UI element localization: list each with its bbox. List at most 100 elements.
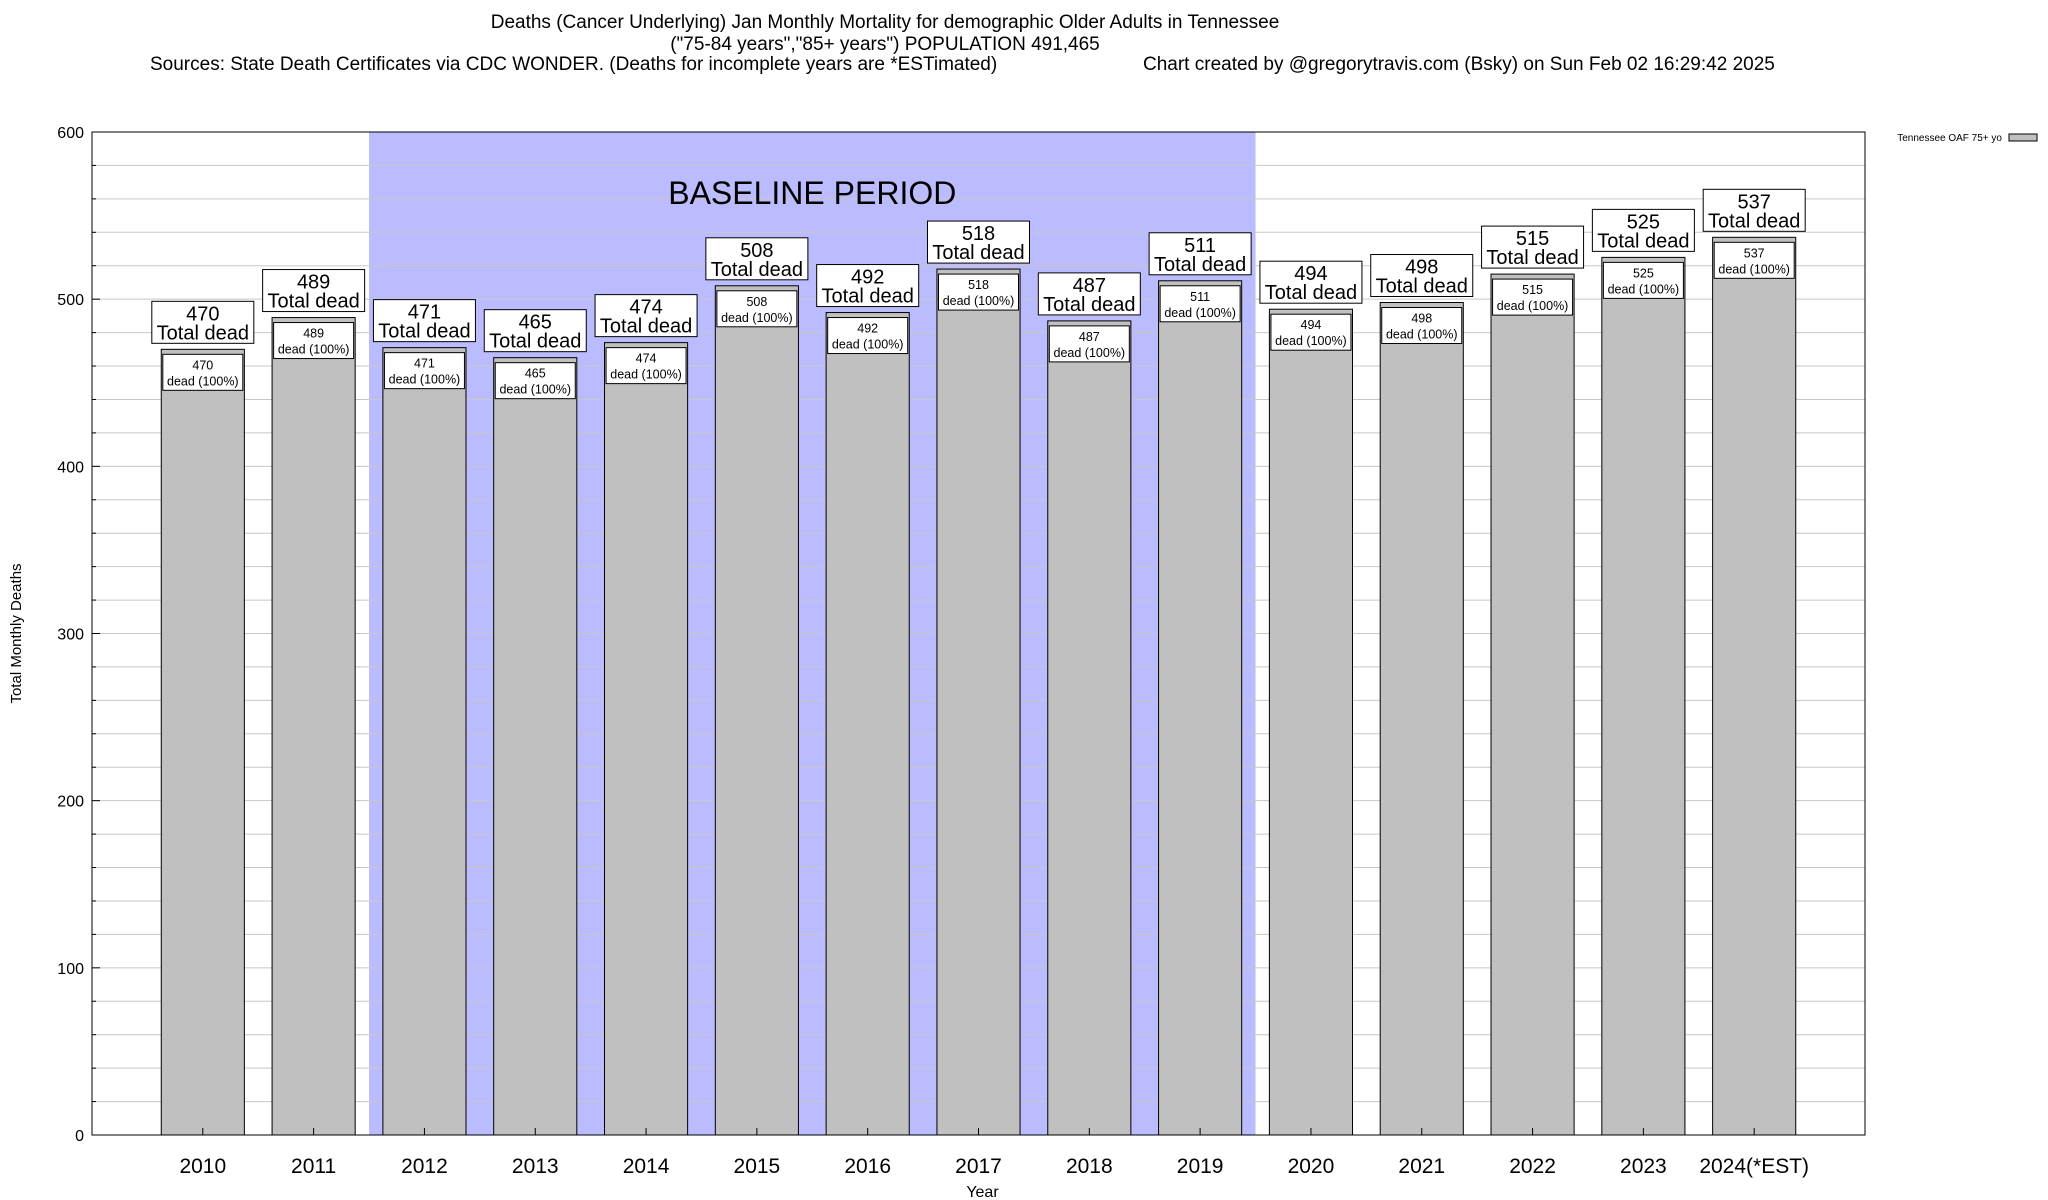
- bar-big-label-value: 474: [629, 297, 662, 319]
- bar-big-label-value: 471: [408, 302, 441, 324]
- bar-big-label-value: 537: [1738, 191, 1771, 213]
- bar-big-label-box: [927, 220, 1030, 264]
- bar-small-label-value: 487: [1079, 330, 1100, 344]
- bar-small-label-text: dead (100%): [610, 368, 682, 382]
- bar-big-label-text: Total dead: [1043, 294, 1135, 316]
- bar-small-label-text: dead (100%): [167, 374, 239, 388]
- x-tick-label: 2022: [1509, 1155, 1556, 1178]
- bar-small-label-text: dead (100%): [499, 383, 571, 397]
- bar: [1158, 280, 1243, 1136]
- bar-big-label-box: [1481, 225, 1585, 269]
- x-tick-label: 2024(*EST): [1699, 1155, 1809, 1178]
- bar-big-label-value: 489: [297, 272, 330, 294]
- bar-small-label-box: [1048, 325, 1130, 363]
- bar-small-label-text: dead (100%): [1497, 299, 1569, 313]
- bar-big-label-box: [1591, 208, 1695, 252]
- bar-small-label-value: 537: [1744, 246, 1765, 260]
- bar-small-label-value: 525: [1633, 266, 1654, 280]
- bar: [160, 348, 245, 1136]
- x-tick-label: 2019: [1177, 1155, 1224, 1178]
- legend-swatch: [2008, 133, 2038, 142]
- bar: [825, 312, 910, 1136]
- x-tick-label: 2017: [955, 1155, 1002, 1178]
- bar-small-label-box: [1713, 241, 1795, 279]
- bar-small-label-value: 518: [968, 278, 989, 292]
- x-tick-label: 2018: [1066, 1155, 1113, 1178]
- bar: [1047, 320, 1132, 1136]
- bar-big-label-value: 494: [1294, 263, 1327, 285]
- bar-big-label-box: [372, 299, 476, 343]
- chart-title-block: Deaths (Cancer Underlying) Jan Monthly M…: [0, 12, 1770, 56]
- bar-big-label-value: 465: [519, 312, 552, 334]
- bar-big-label-text: Total dead: [378, 321, 470, 343]
- bar-big-label-box: [816, 264, 920, 308]
- bar: [1601, 256, 1686, 1136]
- bar-big-label-box: [483, 309, 587, 353]
- bar-small-label-box: [605, 347, 687, 385]
- bar-big-label-box: [1037, 272, 1141, 316]
- bar-big-label-text: Total dead: [1708, 210, 1800, 232]
- bar-big-label-text: Total dead: [157, 322, 249, 344]
- bar-small-label-box: [1602, 261, 1684, 299]
- bar-small-label-value: 508: [746, 295, 767, 309]
- chart-title: Deaths (Cancer Underlying) Jan Monthly M…: [490, 12, 1280, 33]
- bar-small-label-box: [494, 362, 576, 400]
- bar-small-label-box: [1381, 307, 1463, 345]
- bar-small-label-box: [716, 290, 798, 328]
- x-tick-label: 2023: [1620, 1155, 1667, 1178]
- bar-big-label-box: [705, 237, 809, 281]
- bar-small-label-value: 465: [525, 367, 546, 381]
- bar-small-label-value: 498: [1411, 312, 1432, 326]
- bar-small-label-box: [273, 322, 355, 360]
- bar-small-label-value: 492: [857, 322, 878, 336]
- bar-big-label-text: Total dead: [1486, 247, 1578, 269]
- bar-small-label-value: 489: [303, 327, 324, 341]
- bar: [1490, 273, 1575, 1136]
- bar-small-label-text: dead (100%): [1386, 328, 1458, 342]
- bar-big-label-value: 515: [1516, 228, 1549, 250]
- bar: [936, 268, 1021, 1136]
- bar-small-label-text: dead (100%): [721, 311, 793, 325]
- y-tick-label: 300: [57, 627, 84, 644]
- bar-small-label-box: [1159, 285, 1241, 323]
- bar-big-label-box: [1259, 260, 1363, 304]
- bar-big-label-text: Total dead: [932, 242, 1024, 264]
- bar-small-label-value: 471: [414, 357, 435, 371]
- x-tick-label: 2020: [1288, 1155, 1335, 1178]
- x-tick-label: 2013: [512, 1155, 559, 1178]
- bar-small-label-value: 470: [192, 358, 213, 372]
- bar-big-label-text: Total dead: [1154, 254, 1246, 276]
- bar: [1379, 302, 1464, 1136]
- x-tick-label: 2011: [291, 1155, 336, 1178]
- bar-big-label-text: Total dead: [1265, 282, 1357, 304]
- bar-small-label-text: dead (100%): [278, 343, 350, 357]
- bar-small-label-box: [383, 352, 465, 390]
- bar-big-label-box: [151, 300, 255, 344]
- bar-small-label-text: dead (100%): [1164, 306, 1236, 320]
- bar-small-label-box: [1270, 313, 1352, 351]
- chart-credit: Chart created by @gregorytravis.com (Bsk…: [1143, 54, 1775, 75]
- y-tick-label: 0: [75, 1128, 84, 1145]
- x-tick-label: 2021: [1398, 1155, 1445, 1178]
- x-tick-label: 2014: [623, 1155, 670, 1178]
- bar-big-label-value: 518: [962, 223, 995, 245]
- y-tick-label: 100: [57, 961, 84, 978]
- x-axis-label: Year: [966, 1184, 999, 1200]
- bar-big-label-box: [1148, 232, 1252, 276]
- bar-big-label-box: [1370, 254, 1474, 298]
- bar: [604, 342, 689, 1136]
- bar-small-label-box: [827, 317, 909, 355]
- bar-small-label-text: dead (100%): [1608, 282, 1680, 296]
- y-tick-label: 500: [57, 292, 84, 309]
- bar-small-label-text: dead (100%): [1275, 334, 1347, 348]
- y-tick-label: 400: [57, 459, 84, 476]
- bar-big-label-text: Total dead: [600, 316, 692, 338]
- bar-big-label-value: 492: [851, 267, 884, 289]
- x-tick-label: 2016: [844, 1155, 891, 1178]
- bar-big-label-text: Total dead: [1376, 276, 1468, 298]
- y-tick-label: 600: [57, 125, 84, 142]
- y-axis-label: Total Monthly Deaths: [8, 563, 25, 703]
- bar: [714, 285, 799, 1136]
- legend-label: Tennessee OAF 75+ yo: [1897, 133, 2002, 144]
- baseline-label: BASELINE PERIOD: [668, 175, 956, 211]
